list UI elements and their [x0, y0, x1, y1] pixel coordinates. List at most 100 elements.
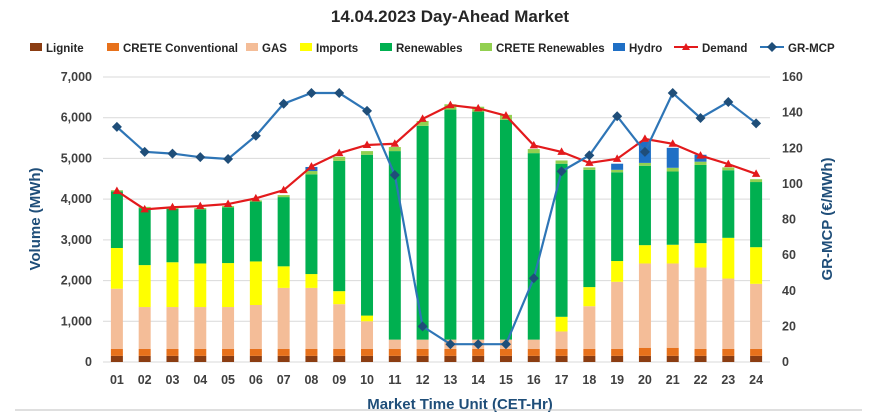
bar-segment-crete-renewables: [527, 149, 540, 154]
bar-segment-gas: [416, 339, 429, 349]
bar-segment-lignite: [277, 355, 290, 362]
y2-axis-title: GR-MCP (€/MWh): [819, 157, 836, 280]
demand-point: [640, 134, 650, 142]
demand-point: [696, 151, 705, 159]
bar-segment-gas: [527, 339, 540, 349]
demand-point: [140, 204, 149, 213]
bar-segment-crete-conventional: [666, 347, 679, 356]
bar-segment-renewables: [388, 151, 401, 340]
bar-segment-imports: [249, 261, 262, 305]
x-tick-label: 01: [110, 373, 124, 387]
bar-segment-renewables: [555, 163, 568, 317]
gr-mcp-point: [278, 98, 289, 109]
bar-segment-renewables: [527, 153, 540, 340]
x-tick-label: 11: [388, 373, 401, 387]
gr-mcp-point: [250, 130, 261, 141]
bar-segment-lignite: [333, 355, 346, 362]
bar-segment-gas: [638, 263, 651, 348]
bar-segment-gas: [555, 331, 568, 349]
bar-segment-crete-renewables: [583, 167, 596, 170]
bar-segment-lignite: [499, 355, 512, 362]
demand-point: [585, 158, 594, 166]
y-tick-label: 7,000: [61, 70, 92, 84]
gr-mcp-point: [528, 273, 539, 284]
x-tick-label: 02: [138, 373, 152, 387]
bar-segment-hydro: [666, 147, 679, 168]
legend-item-demand: Demand: [674, 43, 747, 55]
bar-segment-crete-conventional: [138, 348, 151, 356]
bar-segment-imports: [110, 248, 123, 289]
legend-label: CRETE Conventional: [123, 43, 238, 55]
bar-segment-crete-renewables: [638, 162, 651, 166]
legend-swatch: [107, 43, 119, 51]
bar-segment-renewables: [110, 191, 123, 248]
bar-segment-lignite: [722, 355, 735, 362]
gr-mcp-point: [334, 88, 345, 99]
bar-segment-lignite: [388, 355, 401, 362]
bar-segment-lignite: [305, 355, 318, 362]
bar-segment-crete-renewables: [750, 179, 763, 183]
bar-segment-crete-conventional: [110, 348, 123, 356]
gr-mcp-point: [389, 169, 400, 180]
legend-swatch: [246, 43, 258, 51]
legend-label: GAS: [262, 43, 287, 55]
demand-point: [668, 139, 677, 147]
x-tick-label: 05: [221, 373, 235, 387]
bar-segment-imports: [222, 263, 235, 308]
legend-swatch: [613, 43, 625, 51]
bar-segment-lignite: [166, 355, 179, 362]
demand-point: [362, 140, 372, 148]
gridlines: [103, 76, 770, 363]
bar-segment-crete-renewables: [722, 167, 735, 171]
bar-segment-imports: [277, 266, 290, 288]
legend-label: Hydro: [629, 43, 662, 55]
gr-mcp-point: [306, 88, 317, 99]
y-tick-label: 1,000: [61, 314, 92, 328]
demand-point: [335, 148, 344, 157]
bar-segment-renewables: [611, 172, 624, 262]
x-tick-label: 17: [555, 373, 569, 387]
bar-segment-lignite: [138, 355, 151, 362]
gr-mcp-series: [111, 88, 762, 350]
demand-point: [612, 154, 622, 162]
bar-segment-renewables: [583, 169, 596, 288]
bar-segment-crete-conventional: [750, 348, 763, 356]
legend-marker: [767, 42, 777, 52]
bar-segment-gas: [750, 283, 763, 349]
y-tick-label: 2,000: [61, 274, 92, 288]
y2-tick-label: 20: [782, 319, 796, 333]
x-tick-label: 22: [694, 373, 708, 387]
legend-item-gas: GAS: [246, 43, 287, 55]
bar-segment-lignite: [249, 355, 262, 362]
legend-label: CRETE Renewables: [496, 43, 605, 55]
bar-segment-crete-conventional: [166, 348, 179, 356]
y-axis-title: Volume (MWh): [27, 167, 44, 270]
bar-segment-gas: [305, 287, 318, 349]
legend-item-crete-renewables: CRETE Renewables: [480, 43, 605, 55]
bar-segment-gas: [694, 267, 707, 349]
demand-point: [196, 201, 205, 210]
bar-segment-crete-conventional: [499, 348, 512, 356]
gr-mcp-point: [417, 321, 428, 332]
bar-segment-crete-renewables: [666, 167, 679, 172]
y2-axis-ticks: 0 20 40 60 80 100 120 140 160: [782, 70, 803, 369]
demand-point: [751, 169, 761, 177]
gr-mcp-point: [500, 339, 511, 350]
gr-mcp-point: [167, 148, 178, 159]
x-tick-label: 13: [443, 373, 457, 387]
bar-segment-crete-renewables: [555, 160, 568, 164]
bar-segment-lignite: [694, 355, 707, 362]
y2-tick-label: 0: [782, 355, 789, 369]
bar-segment-gas: [611, 281, 624, 349]
x-axis-title: Market Time Unit (CET-Hr): [367, 396, 553, 413]
bar-segment-imports: [305, 274, 318, 288]
bar-segment-imports: [666, 244, 679, 264]
gr-mcp-point: [195, 152, 206, 163]
bar-segment-renewables: [638, 165, 651, 246]
bar-segment-lignite: [638, 355, 651, 362]
bar-segment-renewables: [499, 119, 512, 340]
legend-item-imports: Imports: [300, 43, 358, 55]
x-tick-label: 03: [166, 373, 180, 387]
gr-mcp-point: [667, 88, 678, 99]
gr-mcp-point: [639, 146, 650, 157]
